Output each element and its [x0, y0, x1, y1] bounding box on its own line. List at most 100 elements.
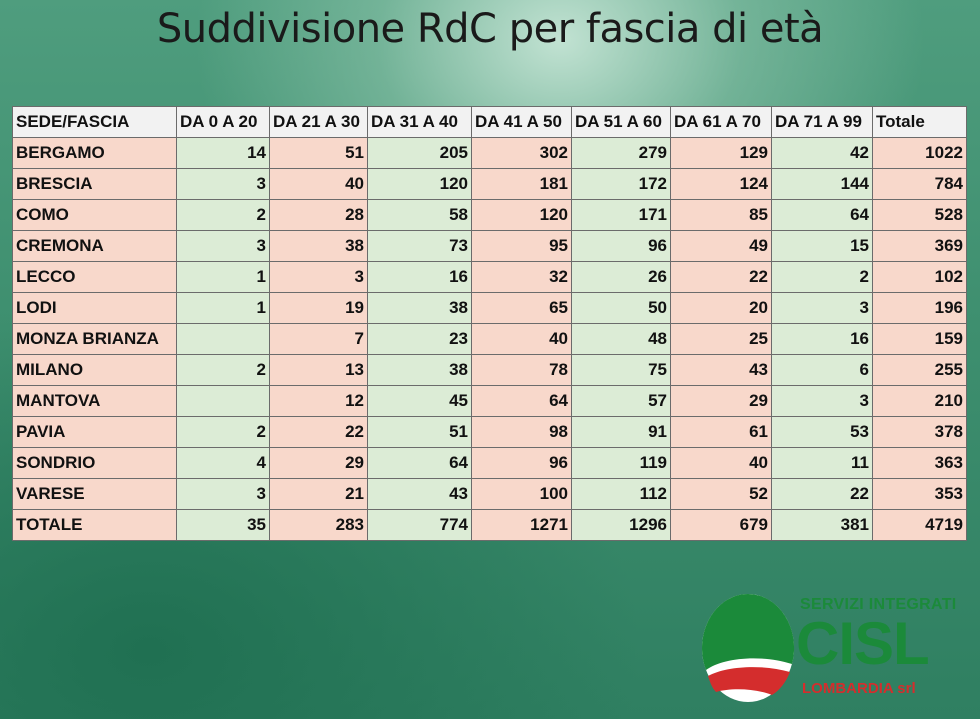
value-cell: 381 [771, 509, 873, 541]
sede-cell: LODI [12, 292, 177, 324]
value-cell: 3 [176, 478, 270, 510]
value-cell: 11 [771, 447, 873, 479]
table-row: LODI 1 19 38 65 50 20 3 196 [12, 292, 967, 324]
value-cell: 50 [571, 292, 671, 324]
header-da-61-a-70: DA 61 A 70 [670, 106, 772, 138]
value-cell: 40 [269, 168, 368, 200]
header-da-0-a-20: DA 0 A 20 [176, 106, 270, 138]
value-cell: 279 [571, 137, 671, 169]
age-group-table: SEDE/FASCIA DA 0 A 20 DA 21 A 30 DA 31 A… [12, 106, 967, 541]
logo-top-text: SERVIZI INTEGRATI [800, 596, 957, 613]
value-cell: 23 [367, 323, 472, 355]
value-cell: 14 [176, 137, 270, 169]
value-cell: 91 [571, 416, 671, 448]
value-cell: 64 [367, 447, 472, 479]
value-cell: 29 [269, 447, 368, 479]
value-cell: 363 [872, 447, 967, 479]
value-cell: 32 [471, 261, 572, 293]
logo-main-text: CISL [796, 610, 930, 677]
value-cell: 210 [872, 385, 967, 417]
value-cell: 12 [269, 385, 368, 417]
sede-cell: BERGAMO [12, 137, 177, 169]
value-cell: 42 [771, 137, 873, 169]
value-cell: 1 [176, 292, 270, 324]
value-cell: 181 [471, 168, 572, 200]
value-cell: 15 [771, 230, 873, 262]
value-cell: 3 [269, 261, 368, 293]
value-cell: 21 [269, 478, 368, 510]
header-da-41-a-50: DA 41 A 50 [471, 106, 572, 138]
value-cell: 2 [176, 199, 270, 231]
value-cell: 205 [367, 137, 472, 169]
sede-cell: BRESCIA [12, 168, 177, 200]
value-cell [176, 385, 270, 417]
cisl-logo: SERVIZI INTEGRATI CISL LOMBARDIA srl [698, 588, 973, 713]
value-cell: 3 [771, 385, 873, 417]
header-da-21-a-30: DA 21 A 30 [269, 106, 368, 138]
value-cell: 784 [872, 168, 967, 200]
value-cell: 95 [471, 230, 572, 262]
value-cell: 57 [571, 385, 671, 417]
value-cell: 369 [872, 230, 967, 262]
value-cell: 171 [571, 199, 671, 231]
value-cell: 75 [571, 354, 671, 386]
value-cell: 283 [269, 509, 368, 541]
value-cell: 22 [771, 478, 873, 510]
table-row: MANTOVA 12 45 64 57 29 3 210 [12, 385, 967, 417]
value-cell: 25 [670, 323, 772, 355]
value-cell: 112 [571, 478, 671, 510]
sede-cell: MANTOVA [12, 385, 177, 417]
slide-title: Suddivisione RdC per fascia di età [156, 6, 824, 52]
value-cell: 20 [670, 292, 772, 324]
value-cell: 51 [367, 416, 472, 448]
value-cell: 679 [670, 509, 772, 541]
value-cell: 61 [670, 416, 772, 448]
table-row: TOTALE 35 283 774 1271 1296 679 381 4719 [12, 509, 967, 541]
logo-bottom-text: LOMBARDIA srl [802, 680, 916, 697]
value-cell: 124 [670, 168, 772, 200]
value-cell: 3 [176, 168, 270, 200]
value-cell: 120 [367, 168, 472, 200]
value-cell: 96 [471, 447, 572, 479]
value-cell: 1 [176, 261, 270, 293]
value-cell: 40 [670, 447, 772, 479]
value-cell: 38 [367, 354, 472, 386]
value-cell: 29 [670, 385, 772, 417]
value-cell: 4 [176, 447, 270, 479]
value-cell: 2 [771, 261, 873, 293]
table-row: LECCO 1 3 16 32 26 22 2 102 [12, 261, 967, 293]
value-cell: 3 [771, 292, 873, 324]
table-row: BRESCIA 3 40 120 181 172 124 144 784 [12, 168, 967, 200]
table-body: BERGAMO 14 51 205 302 279 129 42 1022 BRESCIA 3 40 1… [12, 137, 967, 541]
header-sede-fascia: SEDE/FASCIA [12, 106, 177, 138]
value-cell: 13 [269, 354, 368, 386]
value-cell: 40 [471, 323, 572, 355]
sede-cell: MILANO [12, 354, 177, 386]
value-cell: 52 [670, 478, 772, 510]
sede-cell: COMO [12, 199, 177, 231]
value-cell: 73 [367, 230, 472, 262]
value-cell: 43 [670, 354, 772, 386]
table-row: CREMONA 3 38 73 95 96 49 15 369 [12, 230, 967, 262]
value-cell [176, 323, 270, 355]
header-totale: Totale [872, 106, 967, 138]
value-cell: 58 [367, 199, 472, 231]
value-cell: 353 [872, 478, 967, 510]
value-cell: 26 [571, 261, 671, 293]
value-cell: 1296 [571, 509, 671, 541]
table-row: PAVIA 2 22 51 98 91 61 53 378 [12, 416, 967, 448]
sede-cell: LECCO [12, 261, 177, 293]
sede-cell: MONZA BRIANZA [12, 323, 177, 355]
value-cell: 6 [771, 354, 873, 386]
value-cell: 102 [872, 261, 967, 293]
value-cell: 35 [176, 509, 270, 541]
value-cell: 119 [571, 447, 671, 479]
value-cell: 100 [471, 478, 572, 510]
value-cell: 144 [771, 168, 873, 200]
value-cell: 53 [771, 416, 873, 448]
value-cell: 38 [269, 230, 368, 262]
value-cell: 51 [269, 137, 368, 169]
table-row: BERGAMO 14 51 205 302 279 129 42 1022 [12, 137, 967, 169]
value-cell: 2 [176, 416, 270, 448]
value-cell: 38 [367, 292, 472, 324]
